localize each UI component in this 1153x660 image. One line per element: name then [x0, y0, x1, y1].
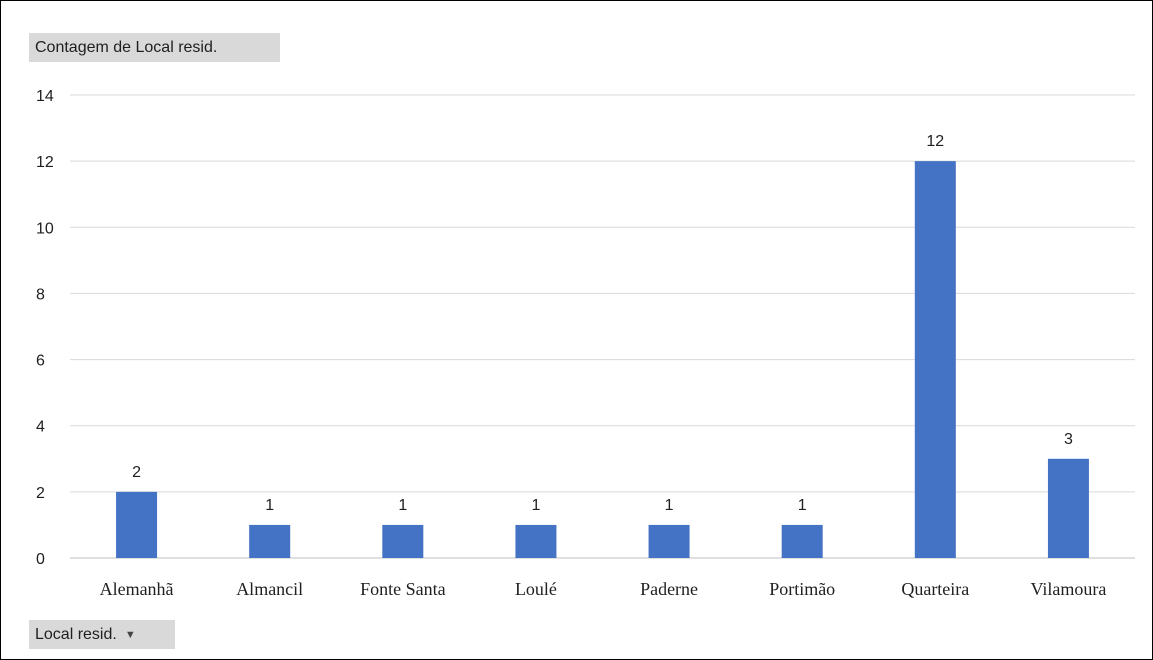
y-tick-label: 0	[36, 551, 45, 568]
dropdown-arrow-icon[interactable]: ▼	[124, 629, 136, 641]
data-label: 1	[798, 497, 807, 514]
bar[interactable]	[382, 524, 424, 558]
x-tick-label: Portimão	[769, 579, 835, 599]
data-labels: 2 1 1 1 1 1 12 3	[132, 133, 1073, 514]
axis-field-button[interactable]: Local resid. ▼	[29, 620, 175, 649]
y-axis-tick-labels: 0 2 4 6 8 10 12 14	[36, 88, 54, 568]
data-label: 1	[531, 497, 540, 514]
y-tick-label: 10	[36, 220, 54, 237]
bars	[116, 161, 1089, 558]
y-tick-label: 14	[36, 88, 54, 105]
bar[interactable]	[914, 161, 956, 558]
x-tick-label: Fonte Santa	[360, 579, 446, 599]
bar[interactable]	[1047, 458, 1089, 558]
data-label: 2	[132, 464, 141, 481]
x-tick-label: Loulé	[515, 579, 557, 599]
y-tick-label: 12	[36, 154, 54, 171]
bar[interactable]	[515, 524, 557, 558]
bar[interactable]	[249, 524, 291, 558]
data-label: 1	[265, 497, 274, 514]
data-label: 1	[398, 497, 407, 514]
data-label: 3	[1064, 431, 1073, 448]
bar[interactable]	[781, 524, 823, 558]
gridlines	[70, 94, 1135, 559]
y-tick-label: 6	[36, 353, 45, 370]
x-tick-label: Alemanhã	[100, 579, 174, 599]
x-tick-label: Paderne	[640, 579, 698, 599]
x-tick-label: Vilamoura	[1030, 579, 1106, 599]
y-tick-label: 8	[36, 286, 45, 303]
x-tick-label: Quarteira	[901, 579, 969, 599]
values-field-button[interactable]: Contagem de Local resid.	[29, 33, 280, 62]
y-tick-label: 2	[36, 485, 45, 502]
x-axis-category-labels: Alemanhã Almancil Fonte Santa Loulé Paderne P…	[100, 579, 1107, 599]
axis-field-label: Local resid.	[35, 626, 117, 643]
x-tick-label: Almancil	[236, 579, 303, 599]
data-label: 1	[665, 497, 674, 514]
bar[interactable]	[648, 524, 690, 558]
y-tick-label: 4	[36, 419, 45, 436]
data-label: 12	[926, 133, 944, 150]
bar[interactable]	[116, 491, 158, 558]
